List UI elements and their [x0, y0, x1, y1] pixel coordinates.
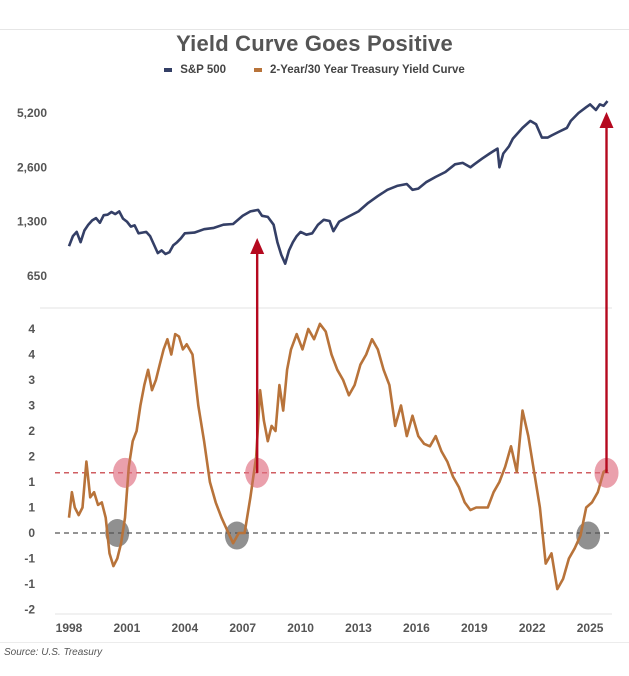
y-tick-label: 1,300 — [17, 215, 47, 229]
y-tick-label: 1 — [28, 475, 35, 489]
x-tick-label: 2010 — [287, 621, 314, 635]
footer-divider — [0, 642, 629, 643]
legend-label-sp500: S&P 500 — [180, 64, 227, 76]
source-note: Source: U.S. Treasury — [4, 647, 103, 658]
y-tick-label: -1 — [24, 552, 35, 566]
legend-swatch-yield-curve — [254, 68, 263, 72]
y-tick-label: -1 — [24, 577, 35, 591]
x-tick-label: 2016 — [403, 621, 430, 635]
x-tick-label: 2001 — [114, 621, 141, 635]
positive-cross-marker-overlay — [112, 457, 137, 488]
y-tick-label: 0 — [28, 526, 35, 540]
x-tick-label: 2007 — [229, 621, 256, 635]
x-tick-label: 2004 — [171, 621, 198, 635]
x-tick-label: 2019 — [461, 621, 488, 635]
y-tick-label: 2,600 — [17, 160, 47, 174]
legend-label-yield-curve: 2-Year/30 Year Treasury Yield Curve — [270, 64, 465, 76]
arrow-head-icon — [250, 238, 265, 254]
y-tick-label: 4 — [28, 322, 35, 336]
x-axis: 1998 2001 2004 2007 2010 2013 2016 2019 2022 2025 — [56, 621, 604, 635]
annotation-arrow — [599, 112, 614, 473]
yield-curve-line — [67, 322, 609, 591]
legend: S&P 500 2-Year/30 Year Treasury Yield Cu… — [0, 64, 629, 76]
y-tick-label: 3 — [28, 373, 35, 387]
reference-lines — [55, 472, 612, 534]
y-tick-label: 4 — [28, 348, 35, 362]
y-tick-label: 1 — [28, 501, 35, 515]
yield-y-axis: 4 4 3 3 2 2 1 1 0 -1 -1 -2 — [24, 322, 35, 617]
positive-cross-marker — [112, 457, 137, 488]
legend-item-sp500[interactable]: S&P 500 — [164, 64, 226, 76]
x-tick-label: 2013 — [345, 621, 372, 635]
y-tick-label: 2 — [28, 450, 35, 464]
top-border — [0, 29, 629, 30]
highlight-markers — [105, 457, 619, 550]
arrow-head-icon — [599, 112, 614, 128]
x-tick-label: 2022 — [519, 621, 546, 635]
y-tick-label: -2 — [24, 603, 35, 617]
chart-title: Yield Curve Goes Positive — [176, 31, 453, 56]
legend-item-yield-curve[interactable]: 2-Year/30 Year Treasury Yield Curve — [254, 64, 465, 76]
sp500-y-axis: 650 1,300 2,600 5,200 — [17, 106, 47, 283]
annotation-arrow — [250, 238, 265, 473]
sp500-line — [67, 100, 609, 265]
y-tick-label: 2 — [28, 424, 35, 438]
x-tick-label: 2025 — [577, 621, 604, 635]
y-tick-label: 5,200 — [17, 106, 47, 120]
annotation-arrows — [250, 112, 614, 473]
y-tick-label: 650 — [27, 269, 47, 283]
y-tick-label: 3 — [28, 399, 35, 413]
x-tick-label: 1998 — [56, 621, 83, 635]
legend-swatch-sp500 — [164, 68, 173, 72]
